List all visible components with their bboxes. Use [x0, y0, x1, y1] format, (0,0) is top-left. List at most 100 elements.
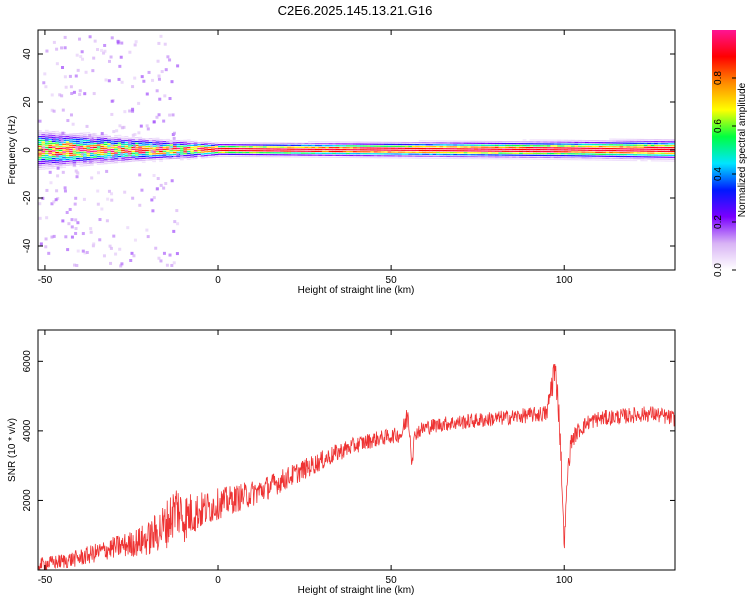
- heatmap-cell: [522, 158, 527, 160]
- heatmap-cell: [339, 141, 343, 143]
- heatmap-cell: [647, 148, 652, 150]
- heatmap-cell: [69, 139, 73, 141]
- heatmap-cell: [228, 153, 233, 155]
- heatmap-cell: [567, 139, 572, 141]
- heatmap-cell: [214, 152, 219, 154]
- heatmap-cell: [467, 150, 472, 152]
- heatmap-cell: [41, 143, 46, 145]
- heatmap-cell: [578, 151, 582, 153]
- heatmap-cell: [623, 157, 627, 160]
- heatmap-cell: [501, 148, 506, 150]
- heatmap-cell: [124, 141, 129, 144]
- heatmap-cell: [359, 154, 364, 157]
- heatmap-speckle: [157, 144, 161, 148]
- heatmap-speckle: [75, 263, 79, 267]
- heatmap-cell: [650, 158, 655, 160]
- heatmap-cell: [287, 156, 292, 158]
- heatmap-cell: [276, 154, 281, 156]
- heatmap-cell: [200, 143, 205, 146]
- heatmap-speckle: [64, 235, 68, 239]
- heatmap-cell: [508, 144, 513, 147]
- heatmap-cell: [429, 140, 433, 142]
- heatmap-cell: [141, 142, 146, 144]
- heatmap-cell: [481, 154, 485, 156]
- heatmap-cell: [166, 142, 170, 144]
- heatmap-cell: [346, 152, 350, 155]
- heatmap-cell: [574, 155, 579, 157]
- heatmap-cell: [162, 142, 167, 145]
- heatmap-cell: [107, 145, 111, 147]
- heatmap-cell: [498, 158, 503, 160]
- heatmap-cell: [671, 160, 676, 162]
- heatmap-cell: [571, 151, 575, 153]
- heatmap-cell: [276, 150, 281, 152]
- heatmap-cell: [477, 156, 482, 158]
- heatmap-cell: [162, 156, 167, 158]
- heatmap-cell: [498, 142, 503, 145]
- heatmap-cell: [256, 146, 260, 148]
- heatmap-cell: [436, 157, 440, 159]
- heatmap-cell: [650, 146, 655, 149]
- heatmap-cell: [79, 138, 84, 140]
- heatmap-cell: [425, 157, 430, 159]
- heatmap-cell: [263, 144, 267, 146]
- heatmap-cell: [152, 155, 156, 157]
- heatmap-cell: [470, 156, 475, 158]
- heatmap-cell: [567, 151, 572, 153]
- heatmap-cell: [629, 157, 634, 160]
- heatmap-cell: [280, 142, 285, 144]
- heatmap-cell: [401, 155, 406, 157]
- heatmap-cell: [498, 148, 503, 150]
- heatmap-cell: [290, 156, 295, 158]
- heatmap-cell: [138, 150, 143, 152]
- heatmap-cell: [335, 148, 340, 151]
- heatmap-cell: [359, 145, 364, 147]
- heatmap-cell: [636, 148, 641, 150]
- heatmap-cell: [155, 149, 160, 151]
- heatmap-cell: [190, 154, 195, 156]
- heatmap-cell: [647, 140, 652, 143]
- heatmap-cell: [93, 152, 98, 154]
- heatmap-cell: [169, 144, 174, 146]
- heatmap-speckle: [73, 202, 77, 206]
- x-tick-label: 0: [215, 275, 221, 286]
- heatmap-cell: [474, 156, 478, 158]
- heatmap-cell: [353, 154, 357, 157]
- heatmap-cell: [560, 151, 565, 153]
- heatmap-cell: [301, 148, 305, 150]
- heatmap-cell: [266, 152, 271, 154]
- heatmap-cell: [269, 156, 274, 158]
- heatmap-cell: [276, 148, 281, 150]
- heatmap-speckle: [61, 219, 65, 223]
- heatmap-speckle: [176, 222, 180, 226]
- heatmap-cell: [100, 155, 105, 157]
- heatmap-cell: [166, 146, 170, 148]
- heatmap-cell: [432, 140, 437, 142]
- heatmap-cell: [377, 143, 382, 145]
- heatmap-cell: [536, 152, 541, 155]
- heatmap-cell: [162, 148, 167, 150]
- heatmap-cell: [508, 156, 513, 158]
- heatmap-cell: [661, 150, 665, 153]
- heatmap-speckle: [79, 55, 83, 59]
- heatmap-cell: [553, 158, 558, 161]
- heatmap-cell: [394, 147, 399, 149]
- heatmap-cell: [567, 153, 572, 155]
- heatmap-cell: [159, 145, 163, 147]
- heatmap-cell: [318, 144, 323, 147]
- heatmap-cell: [44, 162, 49, 164]
- heatmap-speckle: [52, 234, 56, 238]
- heatmap-cell: [602, 142, 607, 144]
- heatmap-cell: [411, 142, 416, 144]
- heatmap-cell: [256, 148, 260, 150]
- heatmap-cell: [539, 150, 544, 153]
- heatmap-cell: [398, 157, 402, 159]
- heatmap-cell: [65, 160, 70, 162]
- heatmap-cell: [328, 156, 333, 158]
- heatmap-cell: [401, 157, 406, 159]
- heatmap-cell: [463, 155, 468, 158]
- heatmap-cell: [166, 156, 170, 158]
- heatmap-speckle: [155, 89, 159, 93]
- heatmap-cell: [591, 149, 596, 151]
- heatmap-cell: [152, 153, 156, 155]
